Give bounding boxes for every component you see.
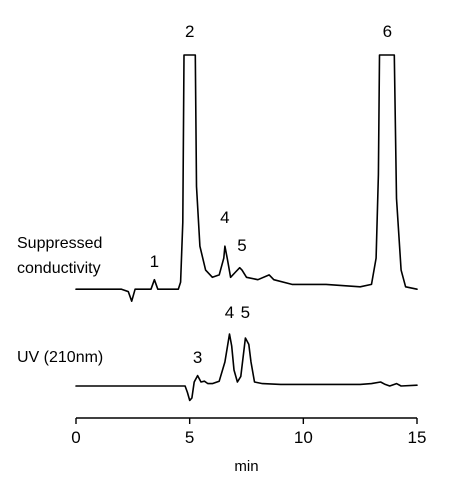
suppressed-conductivity-peak-labels: 1 2 45 6 <box>150 22 392 271</box>
uv-210nm-label: UV (210nm) <box>17 349 103 366</box>
suppressed-conductivity-label-line1: Suppressed <box>17 235 102 252</box>
conductivity-peak-label-2: 2 <box>185 22 194 41</box>
x-tick-label-5: 5 <box>185 428 194 447</box>
uv-210nm-trace <box>75 333 418 402</box>
conductivity-peak-label-4: 4 <box>220 208 229 227</box>
uv-peak-labels: 3 4 5 <box>193 303 250 367</box>
uv-peak-label-4: 4 <box>225 303 234 322</box>
suppressed-conductivity-trace <box>75 54 418 302</box>
x-tick-label-15: 15 <box>408 428 427 447</box>
uv-peak-label-3: 3 <box>193 348 202 367</box>
suppressed-conductivity-label-line2: conductivity <box>17 260 101 277</box>
x-tick-label-10: 10 <box>294 428 313 447</box>
x-axis-title: min <box>234 458 258 475</box>
uv-peak-label-5: 5 <box>241 303 250 322</box>
x-axis-ticks: 0 5 10 15 <box>71 418 426 447</box>
conductivity-peak-label-6: 6 <box>383 22 392 41</box>
x-tick-label-0: 0 <box>71 428 80 447</box>
conductivity-peak-label-5: 5 <box>237 236 246 255</box>
conductivity-peak-label-1: 1 <box>150 252 159 271</box>
